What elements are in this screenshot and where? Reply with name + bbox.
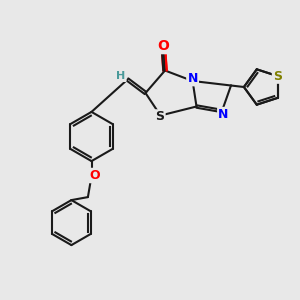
Text: N: N xyxy=(188,72,198,85)
Text: H: H xyxy=(116,71,125,81)
Text: S: S xyxy=(273,70,282,83)
Text: O: O xyxy=(158,39,169,53)
Text: O: O xyxy=(90,169,101,182)
Text: S: S xyxy=(155,110,164,124)
Text: N: N xyxy=(218,108,229,121)
